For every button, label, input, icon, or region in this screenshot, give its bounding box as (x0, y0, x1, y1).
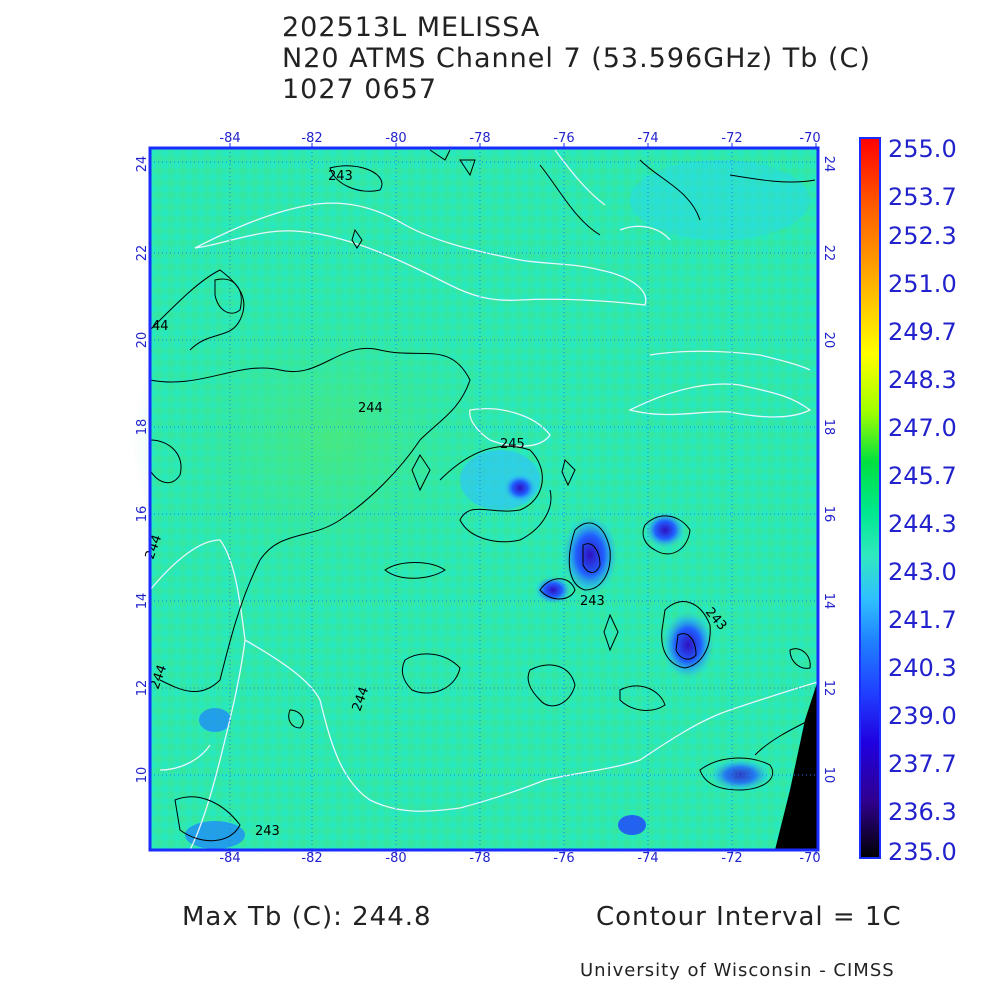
colorbar-label: 241.7 (888, 606, 957, 634)
lat-label: 24 (135, 156, 150, 173)
contour-label-group: 243 44 244 245 244 243 244 244 243 243 (143, 169, 730, 839)
contour-label: 243 (328, 169, 353, 184)
lat-label: 16 (821, 506, 836, 523)
lat-label: 20 (135, 332, 150, 349)
lon-label: -80 (385, 131, 406, 146)
contour-label: 244 (358, 401, 383, 416)
colorbar-labels: 255.0 253.7 252.3 251.0 249.7 248.3 247.… (888, 135, 957, 866)
contour-label: 243 (580, 594, 605, 609)
lon-label: -84 (219, 131, 240, 146)
colorbar-label: 239.0 (888, 702, 957, 730)
lat-label: 22 (135, 245, 150, 262)
graticule (150, 148, 818, 850)
product-title: N20 ATMS Channel 7 (53.596GHz) Tb (C) (282, 43, 871, 74)
colorbar-label: 237.7 (888, 750, 957, 778)
lat-label: 18 (135, 419, 150, 436)
contour-label: 243 (255, 824, 280, 839)
lon-label: -74 (637, 851, 658, 866)
colorbar-label: 251.0 (888, 270, 957, 298)
lat-label: 16 (135, 506, 150, 523)
contour-label: 245 (500, 437, 525, 452)
lat-label: 24 (821, 156, 836, 173)
timestamp-title: 1027 0657 (282, 74, 438, 105)
lat-label: 10 (135, 767, 150, 784)
contour-lines (149, 149, 816, 842)
colorbar-label: 248.3 (888, 366, 957, 394)
top-longitude-labels: -84 -82 -80 -78 -76 -74 -72 -70 (219, 131, 820, 146)
lat-label: 14 (135, 593, 150, 610)
lon-label: -82 (301, 131, 322, 146)
colorbar-label: 245.7 (888, 462, 957, 490)
lon-label: -74 (637, 131, 658, 146)
lon-label: -78 (469, 851, 490, 866)
lat-label: 10 (821, 767, 836, 784)
colorbar-label: 243.0 (888, 558, 957, 586)
lon-label: -72 (721, 131, 742, 146)
colorbar-label: 235.0 (888, 838, 957, 866)
storm-title: 202513L MELISSA (282, 12, 541, 43)
colorbar-label: 247.0 (888, 414, 957, 442)
contour-interval-readout: Contour Interval = 1C (596, 902, 902, 932)
lon-label: -78 (469, 131, 490, 146)
lat-label: 12 (821, 680, 836, 697)
lon-label: -80 (385, 851, 406, 866)
colorbar-label: 240.3 (888, 654, 957, 682)
lat-label: 12 (135, 680, 150, 697)
lat-label: 22 (821, 245, 836, 262)
left-latitude-labels: 10 12 14 16 18 20 22 24 (135, 156, 150, 784)
colorbar-label: 244.3 (888, 510, 957, 538)
lon-label: -82 (301, 851, 322, 866)
lon-label: -72 (721, 851, 742, 866)
lat-label: 20 (821, 332, 836, 349)
lat-label: 14 (821, 593, 836, 610)
max-tb-readout: Max Tb (C): 244.8 (182, 902, 432, 932)
colorbar-label: 252.3 (888, 222, 957, 250)
lat-label: 18 (821, 419, 836, 436)
brightness-temperature-field (130, 148, 818, 850)
tick-marks (229, 143, 817, 855)
colorbar-label: 236.3 (888, 798, 957, 826)
lon-label: -70 (799, 851, 820, 866)
colorbar-label: 253.7 (888, 183, 957, 211)
colorbar-label: 249.7 (888, 318, 957, 346)
lon-label: -76 (553, 131, 574, 146)
contour-label: 44 (152, 319, 169, 334)
lon-label: -70 (799, 131, 820, 146)
lon-label: -84 (219, 851, 240, 866)
colorbar-ramp (859, 137, 881, 859)
right-latitude-labels: 10 12 14 16 18 20 22 24 (821, 156, 836, 784)
map-frame (148, 146, 820, 852)
colorbar: 255.0 253.7 252.3 251.0 249.7 248.3 247.… (859, 135, 957, 866)
credit-line: University of Wisconsin - CIMSS (580, 960, 895, 981)
bottom-longitude-labels: -84 -82 -80 -78 -76 -74 -72 -70 (219, 851, 820, 866)
lon-label: -76 (553, 851, 574, 866)
coastlines (149, 149, 819, 851)
colorbar-label: 255.0 (888, 135, 957, 163)
